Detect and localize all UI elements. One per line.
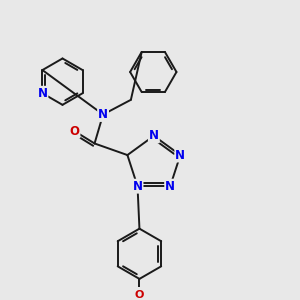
Text: N: N xyxy=(175,148,185,162)
Text: N: N xyxy=(149,129,159,142)
Text: N: N xyxy=(165,180,175,193)
Text: O: O xyxy=(135,290,144,300)
Text: N: N xyxy=(133,180,142,193)
Text: N: N xyxy=(38,87,47,100)
Text: O: O xyxy=(70,124,80,138)
Text: N: N xyxy=(98,108,108,121)
